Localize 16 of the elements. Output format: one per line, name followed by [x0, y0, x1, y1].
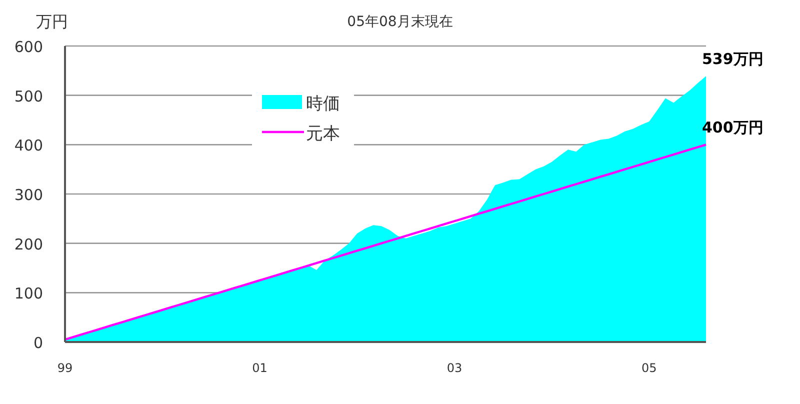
y-tick-label: 300	[14, 186, 43, 204]
y-tick-label: 100	[14, 284, 43, 303]
legend-label: 時価	[306, 94, 340, 114]
chart-title: 05年08月末現在	[347, 14, 453, 30]
legend-label: 元本	[306, 124, 340, 144]
y-tick-label: 600	[14, 38, 43, 56]
y-axis-title: 万円	[36, 12, 68, 31]
y-tick-label: 0	[33, 334, 43, 352]
x-tick-label: 03	[446, 361, 462, 375]
y-tick-label: 200	[14, 235, 43, 254]
x-tick-label: 01	[252, 361, 268, 375]
annotation: 539万円	[702, 50, 764, 68]
y-tick-label: 400	[14, 136, 43, 155]
x-tick-label: 99	[57, 361, 73, 375]
x-tick-label: 05	[642, 361, 657, 375]
y-tick-label: 500	[14, 87, 43, 106]
